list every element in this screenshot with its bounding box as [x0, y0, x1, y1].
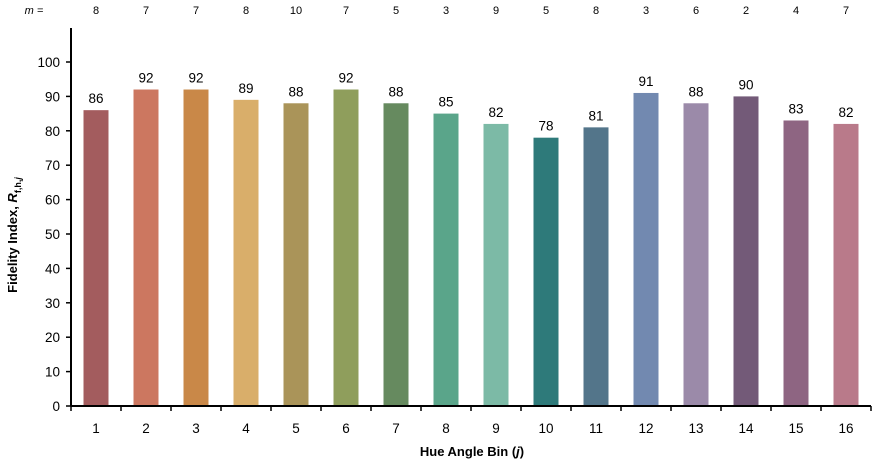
y-tick-label: 0: [52, 399, 60, 414]
bar-value-label: 78: [538, 119, 553, 134]
bar: [333, 89, 359, 407]
m-count-label: 3: [443, 5, 449, 17]
m-count-label: 9: [493, 5, 499, 17]
bar: [283, 103, 309, 406]
x-tick-label: 13: [688, 421, 703, 436]
bar-value-label: 89: [238, 81, 253, 96]
bar: [183, 89, 209, 407]
m-count-label: 7: [843, 5, 849, 17]
m-count-label: 4: [793, 5, 799, 17]
bar: [483, 123, 509, 407]
bars-group: 86 92 92 89 88 92 88 85 82 78 81 91 88 90 83 82: [83, 71, 859, 407]
m-count-label: 8: [93, 5, 99, 17]
y-tick-label: 100: [37, 55, 60, 70]
x-tick-label: 3: [192, 421, 200, 436]
m-count-label: 5: [543, 5, 549, 17]
m-count-label: 7: [343, 5, 349, 17]
bar-value-label: 88: [288, 84, 303, 99]
x-tick-label: 14: [738, 421, 754, 436]
bar-value-label: 90: [738, 77, 753, 92]
x-tick-label: 8: [442, 421, 450, 436]
m-count-label: 5: [393, 5, 399, 17]
bar-value-label: 92: [188, 71, 203, 86]
m-count-label: 3: [643, 5, 649, 17]
y-tick-label: 60: [45, 193, 60, 208]
x-tick-label: 11: [589, 421, 603, 436]
bar-value-label: 82: [838, 105, 853, 120]
m-count-label: 6: [693, 5, 699, 17]
bar-value-label: 92: [338, 71, 353, 86]
m-count-row: m = 8 7 7 8 10 7 5 3 9 5 8 3 6 2 4 7: [25, 5, 849, 17]
m-count-label: 10: [290, 5, 302, 17]
x-tick-label: 7: [392, 421, 400, 436]
bar-value-label: 82: [488, 105, 503, 120]
x-tick-label: 16: [838, 421, 853, 436]
y-tick-label: 10: [45, 365, 60, 380]
m-count-label: 7: [143, 5, 149, 17]
bar-value-label: 92: [138, 71, 153, 86]
bar: [833, 123, 859, 407]
bar-value-label: 91: [638, 74, 653, 89]
y-axis-ticks: 0 10 20 30 40 50 60 70 80 90 100: [37, 55, 71, 414]
x-tick-label: 1: [92, 421, 100, 436]
bar: [83, 110, 109, 406]
bar-value-label: 86: [88, 91, 103, 106]
x-tick-label: 4: [242, 421, 250, 436]
x-tick-label: 6: [342, 421, 350, 436]
y-axis-title: Fidelity Index, Rf,h,j: [5, 177, 23, 293]
x-tick-label: 15: [788, 421, 803, 436]
x-tick-label: 2: [142, 421, 150, 436]
m-count-label: 2: [743, 5, 749, 17]
m-count-label: 8: [243, 5, 249, 17]
bar: [533, 137, 559, 406]
bar: [133, 89, 159, 407]
m-count-label: 7: [193, 5, 199, 17]
bar: [383, 103, 409, 406]
bar: [583, 127, 609, 407]
y-tick-label: 20: [45, 330, 60, 345]
y-tick-label: 80: [45, 124, 60, 139]
x-tick-label: 9: [492, 421, 500, 436]
bar-value-label: 85: [438, 95, 453, 110]
bar: [233, 99, 259, 406]
bar-value-label: 81: [588, 108, 603, 123]
y-tick-label: 70: [45, 158, 60, 173]
bar: [783, 120, 809, 406]
bar: [633, 92, 659, 407]
x-tick-label: 12: [638, 421, 653, 436]
y-tick-label: 40: [45, 261, 60, 276]
bar: [733, 96, 759, 407]
y-tick-label: 30: [45, 296, 60, 311]
y-tick-label: 50: [45, 227, 60, 242]
m-prefix-label: m =: [25, 5, 44, 17]
bar-value-label: 83: [788, 101, 803, 116]
bar-value-label: 88: [688, 84, 703, 99]
bar: [433, 113, 459, 406]
bar-value-label: 88: [388, 84, 403, 99]
bar: [683, 103, 709, 406]
x-axis-ticks: 1 2 3 4 5 6 7 8 9 10 11 12 13 14 15 16: [70, 406, 872, 436]
y-tick-label: 90: [45, 89, 60, 104]
m-count-label: 8: [593, 5, 599, 17]
x-axis-title: Hue Angle Bin (j): [420, 444, 524, 459]
x-tick-label: 10: [538, 421, 553, 436]
x-tick-label: 5: [292, 421, 300, 436]
